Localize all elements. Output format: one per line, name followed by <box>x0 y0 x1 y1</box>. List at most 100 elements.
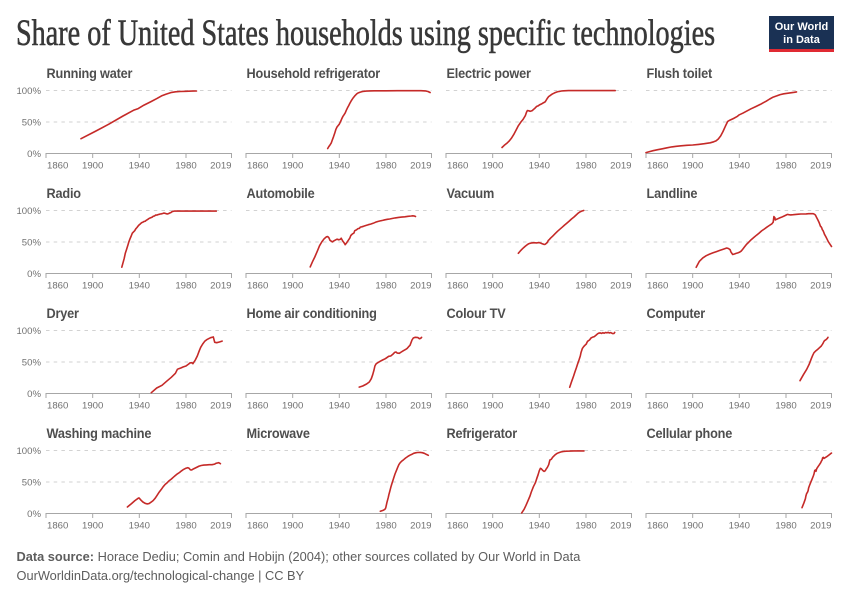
svg-text:Colour TV: Colour TV <box>447 306 506 321</box>
svg-text:1940: 1940 <box>129 160 150 171</box>
svg-text:1940: 1940 <box>129 520 150 531</box>
svg-text:1900: 1900 <box>482 280 503 291</box>
svg-text:1980: 1980 <box>375 160 396 171</box>
svg-text:1900: 1900 <box>682 280 703 291</box>
svg-text:1940: 1940 <box>329 520 350 531</box>
svg-text:1980: 1980 <box>775 160 796 171</box>
svg-text:1980: 1980 <box>175 400 196 411</box>
svg-text:0%: 0% <box>27 509 41 520</box>
svg-text:1980: 1980 <box>775 520 796 531</box>
svg-text:1900: 1900 <box>282 400 303 411</box>
svg-text:1900: 1900 <box>682 520 703 531</box>
svg-text:1900: 1900 <box>282 520 303 531</box>
svg-text:50%: 50% <box>22 477 42 488</box>
svg-text:1860: 1860 <box>647 160 668 171</box>
svg-text:1940: 1940 <box>329 400 350 411</box>
svg-text:1900: 1900 <box>482 400 503 411</box>
svg-text:1900: 1900 <box>82 520 103 531</box>
svg-text:100%: 100% <box>16 326 41 337</box>
svg-text:Refrigerator: Refrigerator <box>447 426 518 441</box>
svg-text:2019: 2019 <box>410 520 431 531</box>
svg-text:1900: 1900 <box>82 280 103 291</box>
svg-text:1860: 1860 <box>47 160 68 171</box>
svg-text:1980: 1980 <box>775 400 796 411</box>
svg-text:1980: 1980 <box>175 280 196 291</box>
svg-text:2019: 2019 <box>810 400 831 411</box>
svg-text:Running water: Running water <box>47 66 133 81</box>
svg-text:1940: 1940 <box>129 400 150 411</box>
svg-text:1900: 1900 <box>682 160 703 171</box>
svg-text:1940: 1940 <box>129 280 150 291</box>
svg-text:2019: 2019 <box>410 400 431 411</box>
svg-text:1900: 1900 <box>282 160 303 171</box>
svg-text:1860: 1860 <box>447 280 468 291</box>
svg-text:Vacuum: Vacuum <box>447 186 495 201</box>
svg-text:100%: 100% <box>16 206 41 217</box>
svg-text:1980: 1980 <box>175 520 196 531</box>
svg-text:1980: 1980 <box>175 160 196 171</box>
svg-text:2019: 2019 <box>410 160 431 171</box>
svg-text:1940: 1940 <box>729 280 750 291</box>
svg-text:0%: 0% <box>27 389 41 400</box>
svg-text:1860: 1860 <box>47 280 68 291</box>
svg-text:1980: 1980 <box>375 280 396 291</box>
svg-text:0%: 0% <box>27 269 41 280</box>
svg-text:1980: 1980 <box>575 400 596 411</box>
svg-text:2019: 2019 <box>610 280 631 291</box>
svg-text:1980: 1980 <box>775 280 796 291</box>
svg-text:1860: 1860 <box>247 400 268 411</box>
svg-text:2019: 2019 <box>210 160 231 171</box>
svg-text:Home air conditioning: Home air conditioning <box>247 306 377 321</box>
svg-text:Cellular phone: Cellular phone <box>647 426 733 441</box>
svg-text:100%: 100% <box>16 446 41 457</box>
svg-text:2019: 2019 <box>210 520 231 531</box>
svg-text:2019: 2019 <box>810 280 831 291</box>
svg-text:1860: 1860 <box>47 520 68 531</box>
svg-text:Household refrigerator: Household refrigerator <box>247 66 381 81</box>
svg-text:1860: 1860 <box>247 160 268 171</box>
svg-text:1980: 1980 <box>575 280 596 291</box>
svg-text:1940: 1940 <box>329 280 350 291</box>
svg-text:1860: 1860 <box>47 400 68 411</box>
svg-text:1860: 1860 <box>647 400 668 411</box>
svg-text:1940: 1940 <box>729 160 750 171</box>
svg-text:50%: 50% <box>22 357 42 368</box>
svg-text:Washing machine: Washing machine <box>47 426 152 441</box>
svg-text:1900: 1900 <box>282 280 303 291</box>
svg-text:2019: 2019 <box>610 160 631 171</box>
svg-text:Radio: Radio <box>47 186 82 201</box>
svg-text:1940: 1940 <box>529 520 550 531</box>
svg-text:2019: 2019 <box>210 280 231 291</box>
svg-text:1860: 1860 <box>647 520 668 531</box>
svg-text:50%: 50% <box>22 237 42 248</box>
svg-text:1940: 1940 <box>529 400 550 411</box>
svg-text:2019: 2019 <box>210 400 231 411</box>
svg-text:Electric power: Electric power <box>447 66 531 81</box>
svg-text:1940: 1940 <box>529 280 550 291</box>
svg-text:1860: 1860 <box>247 280 268 291</box>
svg-text:1940: 1940 <box>529 160 550 171</box>
svg-text:1900: 1900 <box>482 520 503 531</box>
svg-text:2019: 2019 <box>410 280 431 291</box>
svg-text:2019: 2019 <box>810 160 831 171</box>
svg-text:1940: 1940 <box>729 520 750 531</box>
svg-text:1980: 1980 <box>575 160 596 171</box>
svg-text:1980: 1980 <box>375 400 396 411</box>
svg-text:Automobile: Automobile <box>247 186 315 201</box>
svg-text:1900: 1900 <box>482 160 503 171</box>
svg-text:2019: 2019 <box>810 520 831 531</box>
svg-text:1900: 1900 <box>682 400 703 411</box>
svg-text:1940: 1940 <box>329 160 350 171</box>
svg-text:Flush toilet: Flush toilet <box>647 66 713 81</box>
svg-text:Dryer: Dryer <box>47 306 79 321</box>
svg-text:0%: 0% <box>27 149 41 160</box>
svg-text:Landline: Landline <box>647 186 698 201</box>
svg-text:2019: 2019 <box>610 400 631 411</box>
svg-text:1900: 1900 <box>82 400 103 411</box>
svg-text:2019: 2019 <box>610 520 631 531</box>
svg-text:1860: 1860 <box>447 160 468 171</box>
svg-text:1900: 1900 <box>82 160 103 171</box>
svg-text:1860: 1860 <box>647 280 668 291</box>
svg-text:1940: 1940 <box>729 400 750 411</box>
svg-text:1980: 1980 <box>375 520 396 531</box>
